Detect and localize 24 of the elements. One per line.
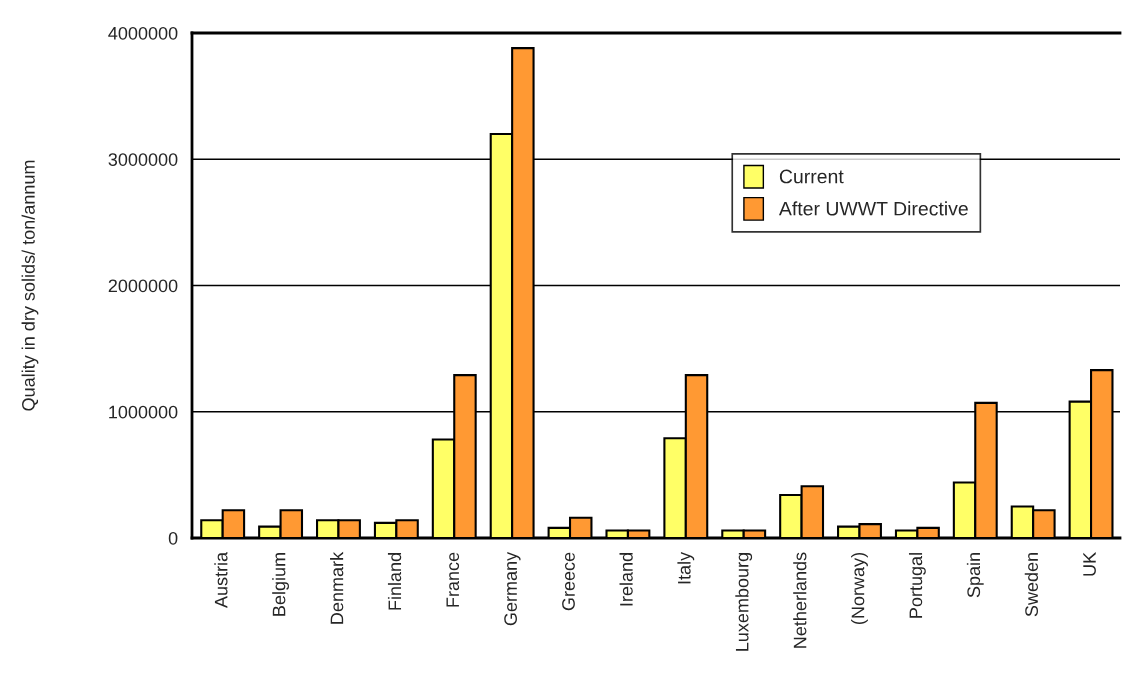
x-tick-label: Sweden (1024, 553, 1039, 617)
x-tick-label: Ireland (619, 553, 633, 606)
x-tick-label: Italy (677, 551, 695, 584)
x-tick-label: Portugal (908, 553, 926, 618)
y-tick-label: 1000000 (109, 405, 178, 419)
legend-label: Current (779, 169, 844, 184)
x-tick-label: Spain (966, 553, 984, 598)
x-tick-label: Luxembourg (735, 553, 753, 651)
y-tick-label: 2000000 (108, 279, 178, 293)
y-tick-label: 4000000 (108, 26, 178, 40)
y-tick-label: 0 (168, 531, 178, 545)
y-axis-title: Quality in dry solids/ ton/annum (21, 160, 39, 411)
y-tick-label: 3000000 (108, 153, 178, 166)
x-tick-label: UK (1083, 552, 1096, 576)
legend-label: After UWWT Directive (778, 201, 968, 216)
x-tick-label: Austria (214, 551, 228, 609)
x-tick-label: Netherlands (793, 552, 807, 648)
x-tick-label: Finland (387, 553, 402, 610)
x-tick-label: Belgium (272, 553, 289, 616)
x-tick-label: (Norway) (851, 553, 868, 624)
x-tick-label: Denmark (330, 551, 344, 624)
x-tick-label: Germany (504, 551, 521, 626)
x-tick-label: France (446, 552, 460, 607)
x-tick-label: Greece (562, 552, 575, 611)
